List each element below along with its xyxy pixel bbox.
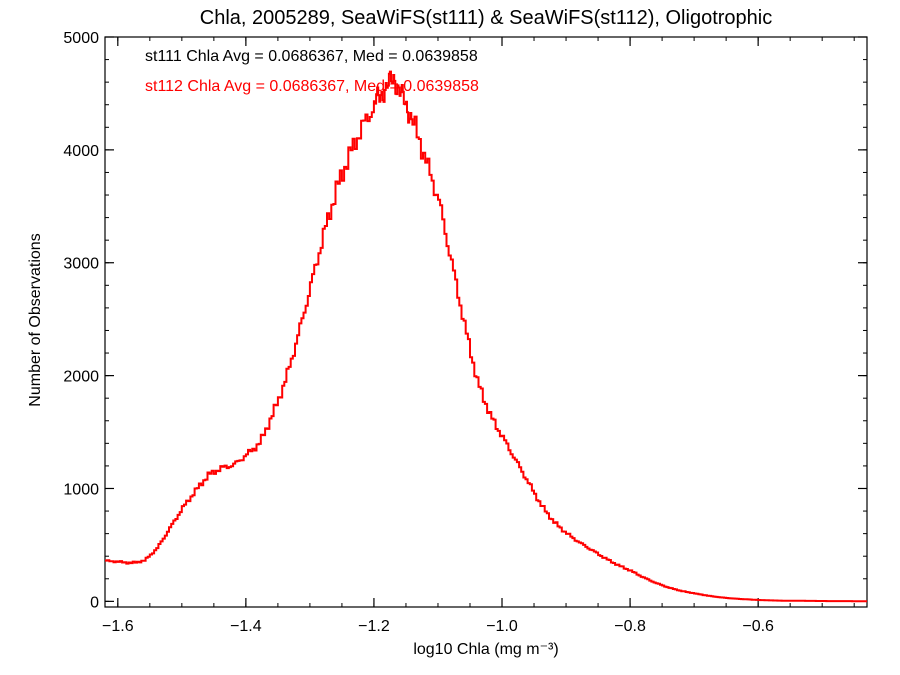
annotation-st112: st112 Chla Avg = 0.0686367, Med = 0.0639… (145, 78, 479, 95)
y-tick-label: 0 (90, 594, 99, 611)
y-tick-label: 4000 (63, 143, 99, 160)
x-tick-label: −0.6 (742, 618, 774, 635)
y-tick-label: 5000 (63, 30, 99, 47)
plot-frame (104, 36, 868, 608)
y-tick-label: 1000 (63, 481, 99, 498)
x-tick-label: −0.8 (614, 618, 646, 635)
y-axis-label: Number of Observations (27, 233, 44, 406)
y-tick-label: 2000 (63, 369, 99, 386)
x-tick-label: −1.2 (358, 618, 390, 635)
x-tick-label: −1.0 (486, 618, 518, 635)
x-axis-label: log10 Chla (mg m⁻³) (413, 641, 558, 658)
x-tick-label: −1.6 (102, 618, 134, 635)
annotation-st111: st111 Chla Avg = 0.0686367, Med = 0.0639… (145, 48, 478, 65)
axis-ticks: −1.6 −1.4 −1.2 −1.0 −0.8 −0.6 0 1000 2000 3000 400… (63, 30, 867, 635)
y-tick-label: 3000 (63, 256, 99, 273)
histogram-series-st112 (105, 70, 867, 603)
chart-title: Chla, 2005289, SeaWiFS(st111) & SeaWiFS(… (200, 7, 772, 29)
x-tick-label: −1.4 (230, 618, 262, 635)
